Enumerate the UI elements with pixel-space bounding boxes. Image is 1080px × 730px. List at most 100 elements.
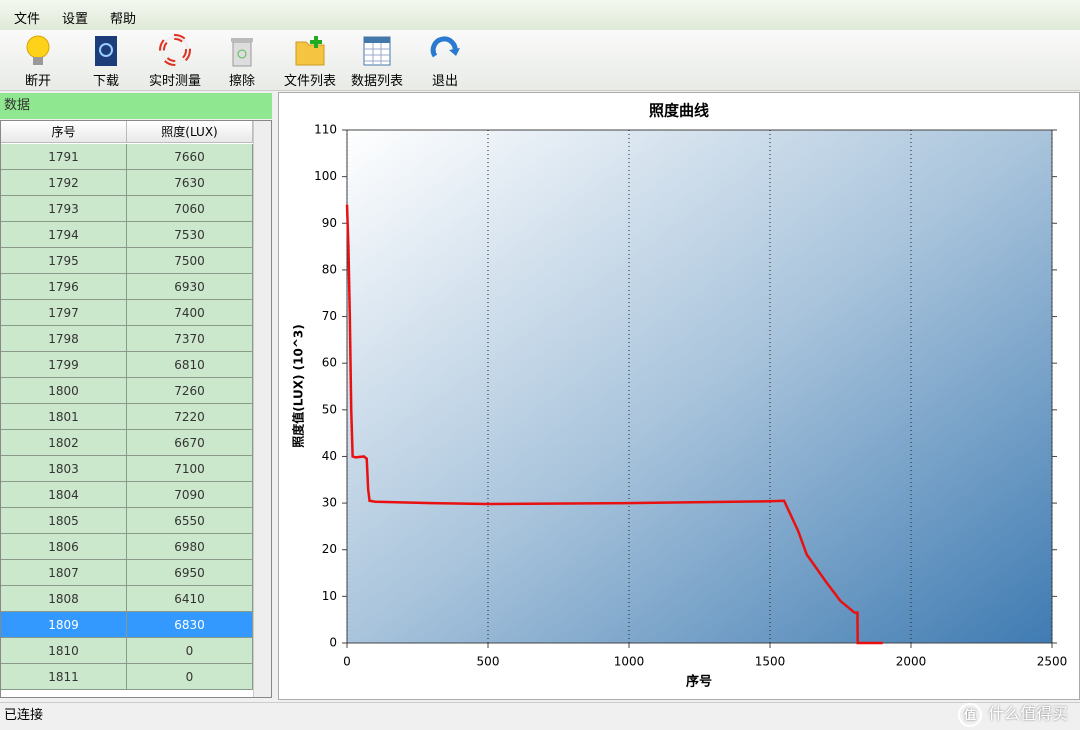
table-cell[interactable]: 7060 [127,196,253,222]
x-axis-label: 序号 [686,674,712,690]
table-cell[interactable]: 1800 [1,378,127,404]
table-cell[interactable]: 1794 [1,222,127,248]
panel-header: 数据 [0,93,272,119]
table-cell[interactable]: 7370 [127,326,253,352]
table-cell[interactable]: 7660 [127,144,253,170]
button-label: 下载 [92,74,119,89]
plot-area [346,129,1053,644]
chart: 照度曲线 序号 照度值(LUX) (10^3) 0 500 1000 1500 2000… [291,102,1068,690]
toolbar: 断开 下载 实时测量 擦除 文件列表 数据列表 退出 [0,30,1080,91]
table-cell[interactable]: 6550 [127,508,253,534]
icon [430,36,460,58]
table-cell[interactable]: 6930 [127,274,253,300]
table-cell[interactable]: 7630 [127,170,253,196]
table-cell[interactable]: 7090 [127,482,253,508]
table-cell[interactable]: 7400 [127,300,253,326]
toolbar-button[interactable]: 文件列表 [278,34,342,89]
table-cell[interactable]: 1793 [1,196,127,222]
button-label: 文件列表 [283,74,336,89]
data-line [345,204,883,645]
toolbar-button[interactable]: 擦除 [210,34,274,89]
button-label: 实时测量 [148,74,201,89]
x-tick-label: 0 [343,655,351,669]
table-cell[interactable]: 7530 [127,222,253,248]
table-cell[interactable]: 1804 [1,482,127,508]
status-bar: 已连接 [0,702,1080,730]
table-cell[interactable]: 1802 [1,430,127,456]
button-label: 断开 [24,74,51,89]
table-cell[interactable]: 1805 [1,508,127,534]
y-tick-label: 80 [322,262,337,276]
table-cell[interactable]: 6410 [127,586,253,612]
y-tick-label: 60 [322,356,337,370]
button-label: 数据列表 [350,74,403,89]
table-cell[interactable]: 6830 [127,612,253,638]
watermark: 值什么值得买 [957,700,1068,728]
toolbar-button[interactable]: 实时测量 [143,34,207,89]
table-cell[interactable]: 1808 [1,586,127,612]
table-cell[interactable]: 1795 [1,248,127,274]
table-cell[interactable]: 7100 [127,456,253,482]
table-cell[interactable]: 1811 [1,664,127,690]
y-tick-label: 40 [322,449,337,463]
icon [95,36,117,66]
table-cell[interactable]: 1809 [1,612,127,638]
x-tick-label: 1500 [755,655,786,669]
x-tick-label: 1000 [614,655,645,669]
y-tick-label: 30 [322,496,337,510]
chart-panel: 照度曲线 序号 照度值(LUX) (10^3) 0 500 1000 1500 2000… [278,92,1080,700]
y-tick-label: 110 [314,123,337,137]
toolbar-button[interactable]: 数据列表 [345,34,409,89]
y-tick-label: 0 [329,636,337,650]
table-cell[interactable]: 7220 [127,404,253,430]
table-cell[interactable]: 1810 [1,638,127,664]
button-label: 擦除 [228,74,255,89]
icon [231,38,253,67]
table-cell[interactable]: 6810 [127,352,253,378]
menu-item[interactable]: 设置 [62,12,89,27]
column-header: 照度(LUX) [127,121,253,143]
table-cell[interactable]: 1801 [1,404,127,430]
table-cell[interactable]: 7500 [127,248,253,274]
table-cell[interactable]: 6950 [127,560,253,586]
toolbar-button[interactable]: 断开 [6,34,70,89]
watermark-text: 什么值得买 [987,704,1068,723]
y-tick-label: 90 [322,216,337,230]
button-label: 退出 [431,74,458,89]
table-cell[interactable]: 1791 [1,144,127,170]
menu-item[interactable]: 文件 [14,12,41,27]
table-cell[interactable]: 1806 [1,534,127,560]
column-header: 序号 [1,121,127,143]
toolbar-button[interactable]: 退出 [413,34,477,89]
table-cell[interactable]: 1799 [1,352,127,378]
menu-item[interactable]: 帮助 [110,12,137,27]
table-cell[interactable]: 1792 [1,170,127,196]
x-tick-label: 2000 [896,655,927,669]
toolbar-button[interactable]: 下载 [74,34,138,89]
y-tick-label: 50 [322,402,337,416]
icon [26,35,50,65]
table-cell[interactable]: 6670 [127,430,253,456]
y-tick-label: 100 [314,169,337,183]
table-cell[interactable]: 7260 [127,378,253,404]
y-tick-label: 10 [322,589,337,603]
y-tick-label: 70 [322,309,337,323]
table-cell[interactable]: 1797 [1,300,127,326]
chart-title: 照度曲线 [649,102,709,120]
table-cell[interactable]: 1807 [1,560,127,586]
table-cell[interactable]: 1796 [1,274,127,300]
menu-bar: 文件 设置 帮助 [0,0,1080,30]
table-cell[interactable]: 0 [127,664,253,690]
table-cell[interactable]: 0 [127,638,253,664]
table-cell[interactable]: 1803 [1,456,127,482]
table-cell[interactable]: 6980 [127,534,253,560]
icon [295,36,325,66]
icon [159,34,191,66]
watermark-icon: 值 [957,703,982,727]
table-cell[interactable]: 1798 [1,326,127,352]
y-axis-label: 照度值(LUX) (10^3) [291,324,306,447]
scrollbar[interactable] [253,121,271,697]
x-tick-label: 500 [477,655,500,669]
icon [363,36,391,66]
